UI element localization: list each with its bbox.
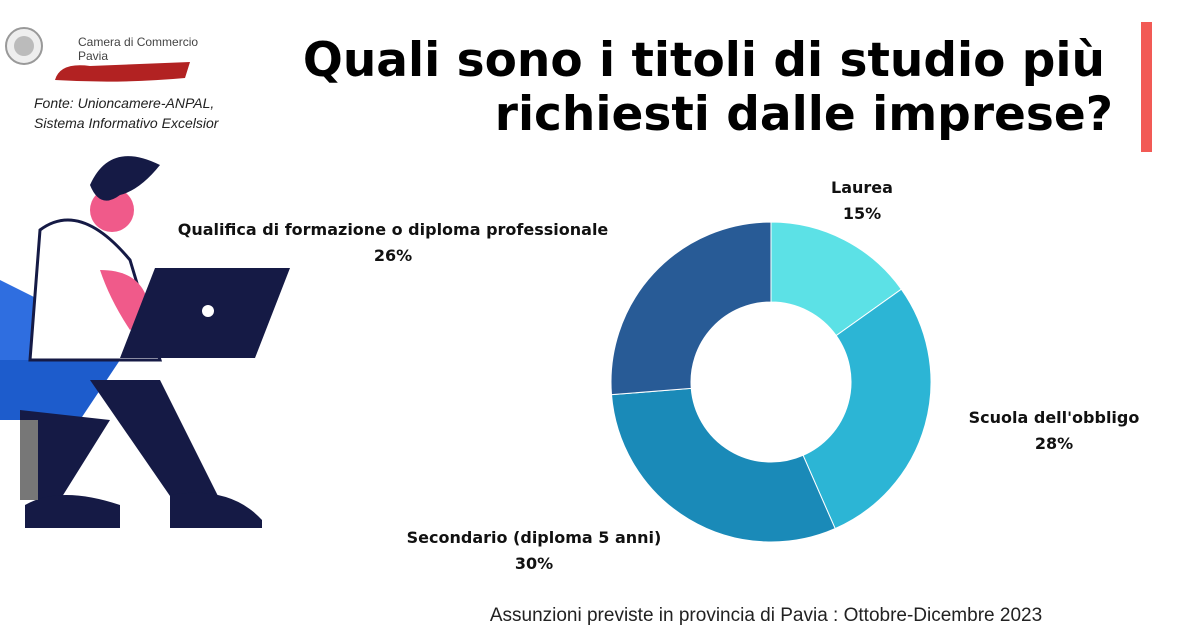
- slice-value: 15%: [843, 204, 881, 223]
- donut-slice: [802, 288, 932, 530]
- accent-bar: [1141, 22, 1152, 152]
- title: Quali sono i titoli di studio più: [303, 33, 1105, 88]
- logo-text: Pavia: [78, 49, 108, 63]
- slice-label: Qualifica di formazione o diploma profes…: [178, 220, 609, 239]
- logo-text: Camera di Commercio: [78, 35, 198, 49]
- donut-slice: [610, 221, 772, 396]
- logo: Camera di Commercio Pavia: [5, 27, 198, 82]
- slice-value: 26%: [374, 246, 412, 265]
- caption: Assunzioni previste in provincia di Pavi…: [490, 605, 1042, 626]
- source: Sistema Informativo Excelsior: [34, 115, 220, 131]
- slice-value: 28%: [1035, 434, 1073, 453]
- illustration: [0, 156, 290, 528]
- donut-slice: [610, 387, 836, 543]
- slice-label: Secondario (diploma 5 anni): [407, 528, 662, 547]
- slice-value: 30%: [515, 554, 553, 573]
- slice-label: Laurea: [831, 178, 893, 197]
- slice-label: Scuola dell'obbligo: [969, 408, 1140, 427]
- source: Fonte: Unioncamere-ANPAL,: [34, 95, 214, 111]
- title: richiesti dalle imprese?: [495, 87, 1113, 142]
